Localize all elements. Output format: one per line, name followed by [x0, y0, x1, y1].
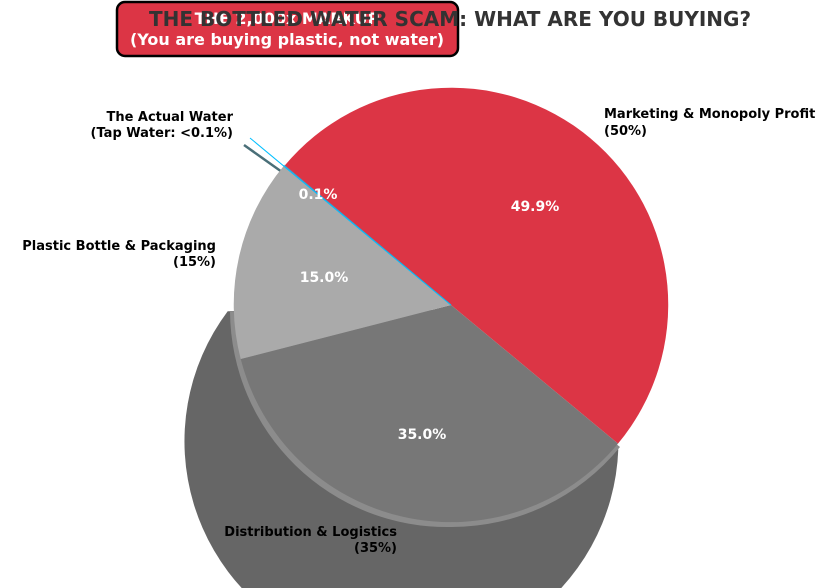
annotation-box: THE 2,000x MARKUP (You are buying plasti…: [115, 0, 460, 58]
pct-label-distribution: 35.0%: [398, 427, 447, 443]
pct-label-marketing: 49.9%: [511, 199, 560, 215]
label-distribution-line1: Distribution & Logistics: [224, 525, 397, 540]
pct-label-water: 0.1%: [299, 187, 338, 203]
slice-marketing[interactable]: [284, 87, 669, 444]
slice-plastic[interactable]: [233, 165, 451, 359]
label-marketing-line2: (50%): [604, 124, 647, 139]
label-marketing-line1: Marketing & Monopoly Profit: [604, 107, 815, 122]
water-slice-shadow: [243, 143, 283, 174]
label-plastic-line2: (15%): [173, 255, 216, 270]
annotation-line1: THE 2,000x MARKUP: [195, 9, 380, 28]
annotation-line2: (You are buying plastic, not water): [130, 30, 444, 49]
label-distribution-line2: (35%): [354, 541, 397, 556]
water-edge: [283, 164, 452, 306]
label-plastic-line1: Plastic Bottle & Packaging: [22, 239, 216, 254]
label-water-line2: (Tap Water: <0.1%): [91, 126, 233, 141]
label-water-line1: The Actual Water: [106, 110, 233, 125]
slice-distribution[interactable]: [240, 305, 618, 523]
pct-label-plastic: 15.0%: [300, 270, 349, 286]
chart-title: THE BOTTLED WATER SCAM: WHAT ARE YOU BUY…: [149, 7, 751, 31]
